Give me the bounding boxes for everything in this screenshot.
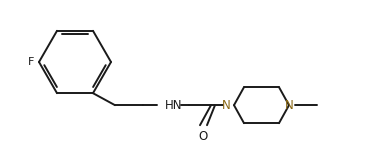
Text: O: O (198, 130, 208, 143)
Text: N: N (285, 99, 293, 112)
Text: N: N (222, 99, 231, 112)
Text: F: F (28, 57, 34, 67)
Text: HN: HN (165, 99, 182, 112)
